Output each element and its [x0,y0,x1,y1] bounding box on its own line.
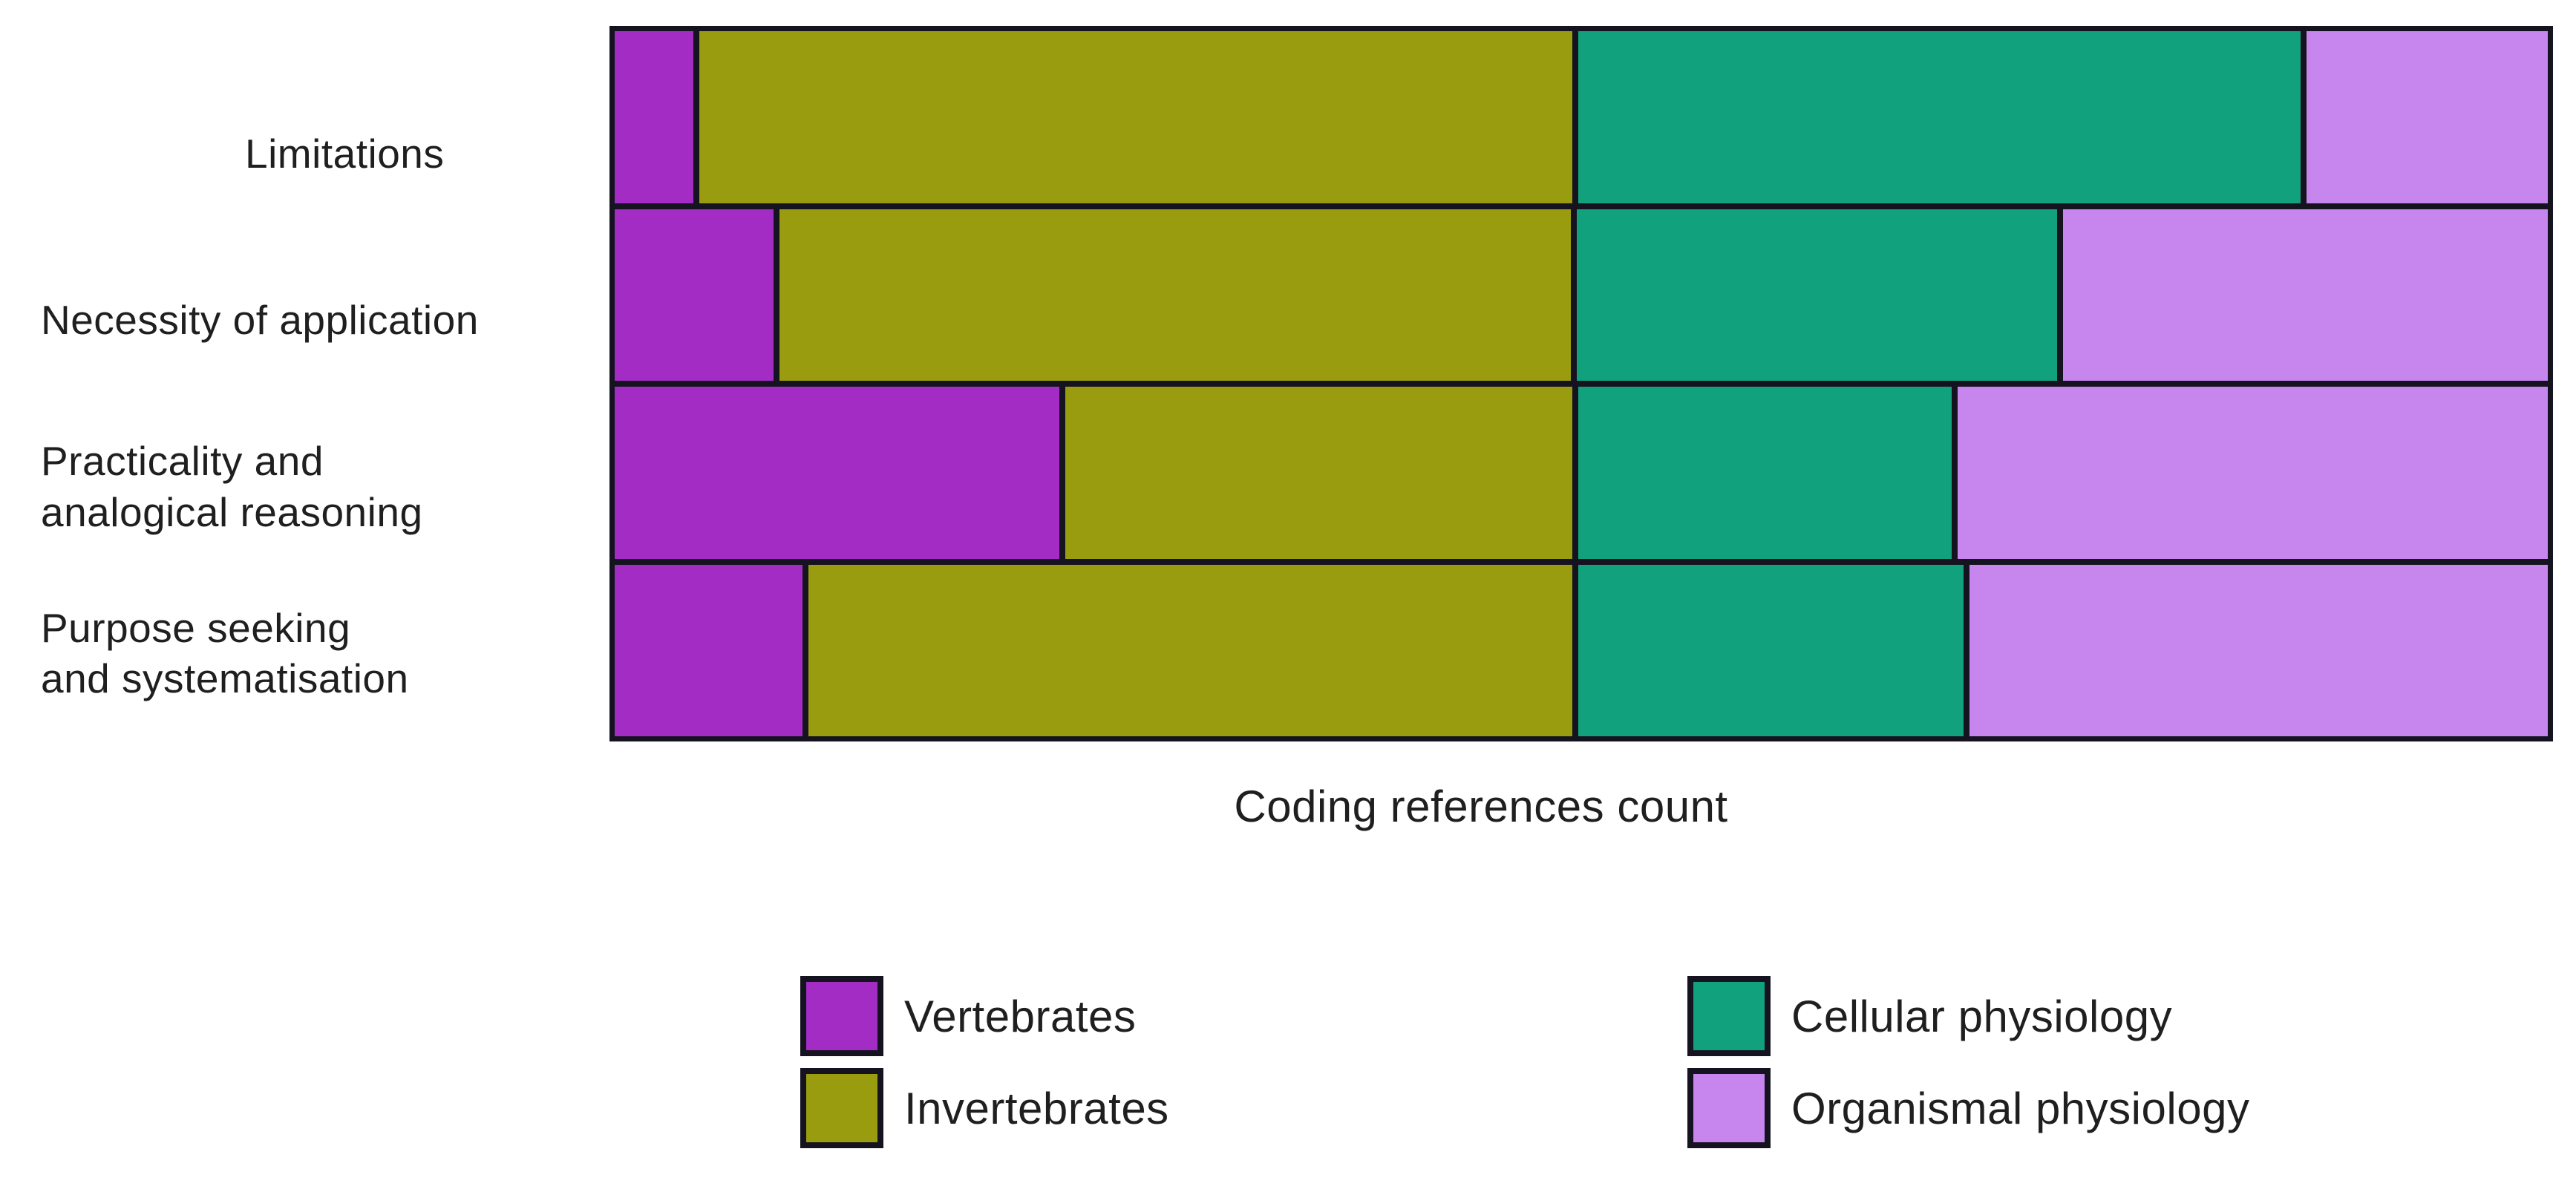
legend: Vertebrates Invertebrates Cellular physio… [0,976,2576,1169]
category-label: Limitations [245,131,445,177]
bar-segment-invertebrates [779,209,1571,381]
legend-item-cellular-physiology: Cellular physiology [1687,976,2249,1056]
bar-segment-vertebrates [615,564,802,736]
bar-segment-cellular-physiology [1578,387,1952,559]
bar-segment-organismal-physiology [1969,564,2548,736]
bar-segment-invertebrates [808,564,1573,736]
legend-column-left: Vertebrates Invertebrates [800,976,1169,1148]
bar-segment-vertebrates [615,209,774,381]
bar-segment-cellular-physiology [1578,31,2301,203]
bar-segment-vertebrates [615,387,1059,559]
bar-segment-organismal-physiology [1958,387,2548,559]
bar-row-limitations [615,31,2548,203]
plot-area [609,26,2553,741]
bar-segment-organismal-physiology [2063,209,2548,381]
bar-segment-invertebrates [699,31,1573,203]
category-label: Purpose seeking and systematisation [41,604,409,701]
legend-column-right: Cellular physiology Organismal physiology [1687,976,2249,1148]
legend-swatch-organismal-physiology [1687,1068,1771,1148]
legend-swatch-vertebrates [800,976,883,1056]
x-axis-title: Coding references count [1234,782,1728,831]
legend-label: Invertebrates [904,1083,1169,1133]
category-label: Practicality and analogical reasoning [41,438,423,535]
legend-item-vertebrates: Vertebrates [800,976,1169,1056]
legend-swatch-invertebrates [800,1068,883,1148]
legend-item-invertebrates: Invertebrates [800,1068,1169,1148]
legend-label: Vertebrates [904,991,1137,1041]
legend-label: Cellular physiology [1791,991,2173,1041]
category-label: Necessity of application [41,297,479,344]
category-axis-labels: Limitations Necessity of application Pract… [0,26,609,736]
legend-swatch-cellular-physiology [1687,976,1771,1056]
bar-segment-cellular-physiology [1576,209,2058,381]
bar-segment-invertebrates [1065,387,1573,559]
bar-row-practicality-and [615,387,2548,559]
bar-segment-vertebrates [615,31,693,203]
bar-segment-organismal-physiology [2306,31,2548,203]
bar-row-purpose-seeking [615,564,2548,736]
legend-item-organismal-physiology: Organismal physiology [1687,1068,2249,1148]
bar-segment-cellular-physiology [1578,564,1964,736]
legend-label: Organismal physiology [1791,1083,2250,1133]
bar-row-necessity-of-application [615,209,2548,381]
